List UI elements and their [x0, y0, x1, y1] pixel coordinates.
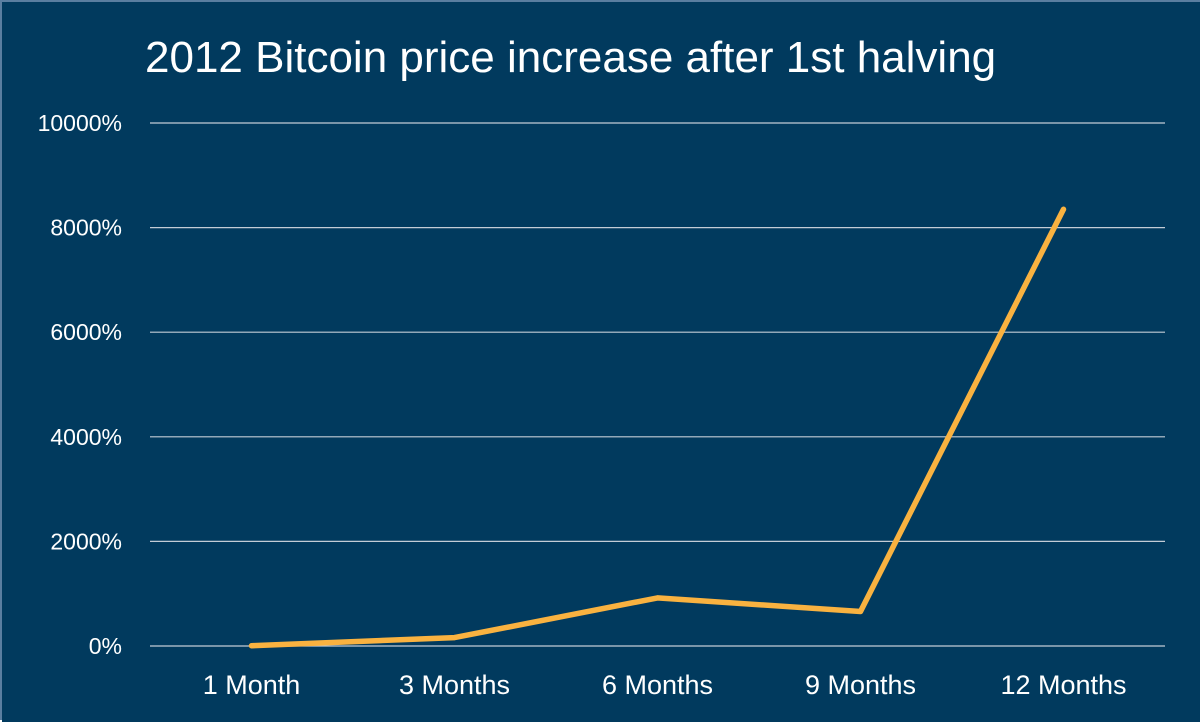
data-point	[1061, 206, 1066, 212]
data-point	[858, 608, 863, 614]
data-point	[655, 595, 660, 601]
x-category-label: 6 Months	[602, 670, 713, 700]
series-layer	[248, 206, 1067, 649]
x-category-label: 9 Months	[805, 670, 916, 700]
y-tick-label: 6000%	[50, 319, 122, 345]
y-tick-label: 2000%	[50, 528, 122, 554]
y-tick-label: 8000%	[50, 215, 122, 241]
data-point	[249, 643, 254, 649]
y-tick-label: 10000%	[38, 110, 122, 136]
y-tick-label: 4000%	[50, 424, 122, 450]
y-axis-tick-labels: 0% 2000% 4000% 6000% 8000% 10000%	[38, 110, 122, 659]
x-axis-category-labels: 1 Month 3 Months 6 Months 9 Months 12 Months	[203, 670, 1127, 700]
gridlines	[150, 122, 1165, 647]
data-point	[452, 635, 457, 641]
x-category-label: 12 Months	[1000, 670, 1126, 700]
chart-title: 2012 Bitcoin price increase after 1st ha…	[145, 33, 996, 82]
x-category-label: 3 Months	[399, 670, 510, 700]
y-tick-label: 0%	[89, 633, 122, 659]
x-category-label: 1 Month	[203, 670, 301, 700]
